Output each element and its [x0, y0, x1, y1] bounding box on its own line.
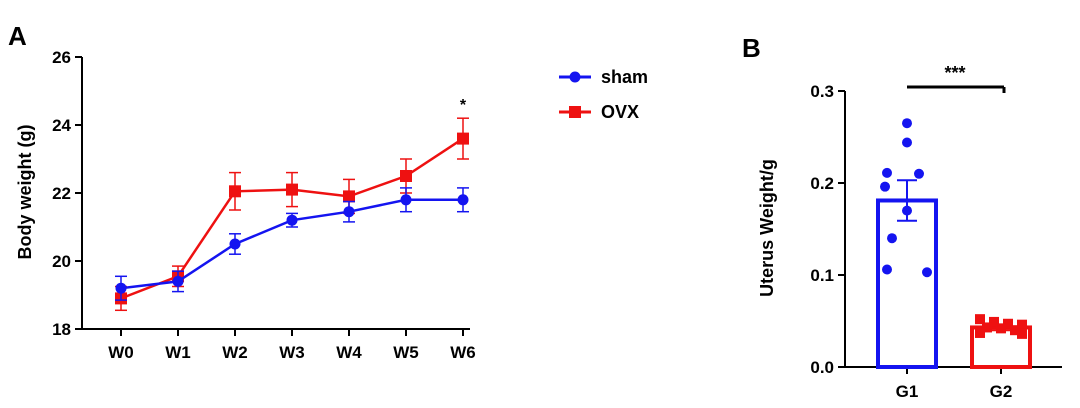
legend: sham OVX — [559, 67, 648, 122]
legend-label-ovx: OVX — [601, 102, 639, 122]
y-tick-label-b: 0.0 — [810, 358, 834, 377]
data-point-g2 — [989, 316, 999, 327]
data-point-ovx-w4 — [343, 190, 355, 203]
legend-label-sham: sham — [601, 67, 648, 87]
legend-item-sham: sham — [559, 67, 648, 87]
data-point-g1 — [914, 168, 924, 179]
axes-b: 0.0 0.1 0.2 0.3 G1 G2 — [810, 82, 1062, 401]
data-point-g1 — [922, 267, 932, 278]
panel-a-label: A — [8, 21, 27, 51]
y-tick-label-b: 0.2 — [810, 174, 834, 193]
x-tick-label-w4: W4 — [336, 343, 362, 362]
data-point-sham-w3 — [286, 214, 298, 226]
data-point-g1 — [880, 181, 890, 192]
data-point-g1 — [902, 137, 912, 148]
x-tick-label-w0: W0 — [108, 343, 134, 362]
bar-group-g1 — [876, 118, 938, 369]
data-point-g2 — [975, 314, 985, 325]
bar-chart-panel-b: Uterus Weight/g 0.0 0.1 0.2 0.3 G1 G2 *** — [757, 63, 1062, 401]
data-point-sham-w6 — [457, 194, 469, 206]
data-point-ovx-w6 — [457, 132, 469, 145]
data-point-sham-w1 — [172, 275, 184, 287]
data-point-ovx-w3 — [286, 183, 298, 196]
data-point-g1 — [902, 118, 912, 129]
data-point-sham-w2 — [229, 238, 241, 250]
series-sham — [115, 187, 469, 301]
x-tick-label-g1: G1 — [896, 382, 919, 401]
data-point-g2 — [982, 322, 992, 333]
data-point-sham-w0 — [115, 282, 127, 294]
panel-b-label: B — [742, 33, 761, 63]
x-tick-label-w5: W5 — [393, 343, 419, 362]
data-point-g2 — [996, 323, 1006, 334]
bars-b — [876, 118, 1032, 370]
y-tick-label-a: 22 — [52, 184, 71, 203]
x-tick-label-w3: W3 — [279, 343, 305, 362]
y-tick-label-b: 0.1 — [810, 266, 834, 285]
x-tick-label-w1: W1 — [165, 343, 191, 362]
data-point-sham-w4 — [343, 206, 355, 218]
data-point-g2 — [1003, 318, 1013, 329]
data-point-g2 — [1017, 328, 1027, 339]
data-point-ovx-w5 — [400, 170, 412, 182]
data-point-g1 — [902, 205, 912, 216]
legend-item-ovx: OVX — [559, 102, 639, 122]
data-point-sham-w5 — [400, 194, 412, 206]
y-tick-label-a: 26 — [52, 48, 71, 67]
data-point-ovx-w2 — [229, 185, 241, 198]
significance-star-w6: * — [460, 97, 467, 114]
data-point-g2 — [1017, 319, 1027, 330]
data-point-g2 — [975, 327, 985, 338]
x-tick-label-w6: W6 — [450, 343, 476, 362]
x-tick-label-w2: W2 — [222, 343, 248, 362]
y-tick-label-a: 18 — [52, 320, 71, 339]
y-axis-title-b: Uterus Weight/g — [757, 159, 777, 297]
bar-g1 — [876, 198, 938, 369]
data-point-g2 — [1010, 325, 1020, 336]
series-a — [115, 117, 469, 312]
legend-marker-ovx — [569, 106, 581, 118]
data-point-g1 — [882, 167, 892, 178]
data-point-g1 — [882, 264, 892, 275]
x-tick-label-g2: G2 — [990, 382, 1013, 401]
axes-a: 18 20 22 24 26 W0 W1 W2 W3 W4 W5 W6 — [52, 48, 476, 362]
data-point-g1 — [887, 233, 897, 244]
legend-marker-sham — [569, 71, 581, 83]
significance-stars-g1-g2: *** — [944, 63, 965, 83]
y-tick-label-b: 0.3 — [810, 82, 834, 101]
y-axis-title-a: Body weight (g) — [15, 125, 35, 260]
bar-group-g2 — [970, 314, 1032, 370]
line-chart-panel-a: Body weight (g) 18 20 22 24 26 W0 W1 W2 W3 W4 W5 W6… — [15, 48, 648, 362]
y-tick-label-a: 20 — [52, 252, 71, 271]
y-tick-label-a: 24 — [52, 116, 71, 135]
